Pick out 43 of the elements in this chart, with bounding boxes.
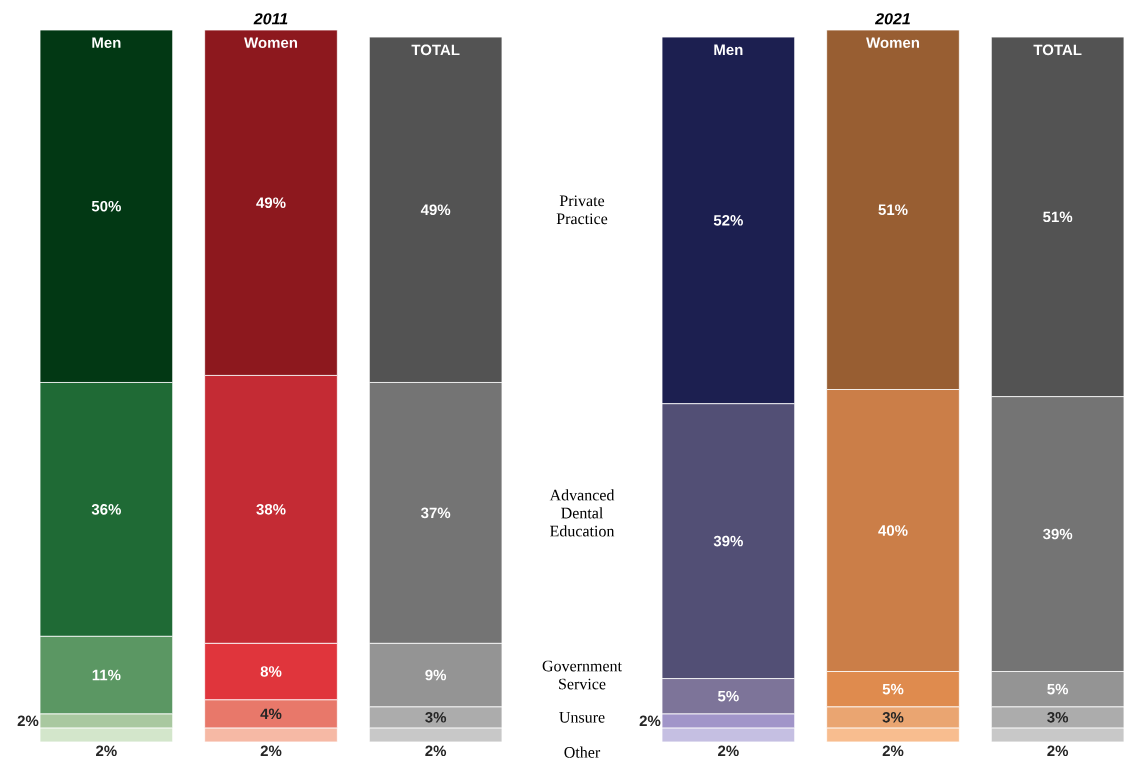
data-label: 49% xyxy=(420,204,451,216)
data-label: 4% xyxy=(260,708,282,720)
data-label: 5% xyxy=(717,690,739,702)
data-label: 40% xyxy=(878,525,908,536)
data-label: 8% xyxy=(260,666,282,677)
data-label: 51% xyxy=(878,204,908,216)
data-label: 5% xyxy=(882,683,904,695)
data-label: 2% xyxy=(260,745,282,757)
data-label: 2% xyxy=(1047,745,1069,757)
x-tick-label: Women xyxy=(244,37,298,48)
data-label: 49% xyxy=(256,197,286,209)
text: Private Practice xyxy=(556,195,608,225)
data-label: 3% xyxy=(425,711,447,723)
data-label: 52% xyxy=(713,215,743,226)
data-label: 37% xyxy=(420,507,451,519)
data-label: 5% xyxy=(1047,683,1069,695)
chart-title: 2021 xyxy=(874,13,910,25)
data-label: 2% xyxy=(425,745,447,757)
text: Advanced Dental Education xyxy=(549,489,615,537)
data-label: 39% xyxy=(713,535,743,547)
text: Government Service xyxy=(542,660,622,690)
data-label: 3% xyxy=(882,711,904,723)
data-label: 2% xyxy=(17,715,39,727)
text: Other xyxy=(564,746,601,758)
data-label: 9% xyxy=(425,669,447,681)
data-label: 38% xyxy=(256,504,286,515)
data-label: 36% xyxy=(91,504,121,515)
x-tick-label: Women xyxy=(866,37,920,48)
data-label: 2% xyxy=(639,715,661,727)
text: Unsure xyxy=(559,712,605,723)
data-label: 50% xyxy=(91,200,121,212)
data-label: 2% xyxy=(882,745,904,757)
data-label: 2% xyxy=(96,745,117,757)
chart-title: 2011 xyxy=(253,13,288,25)
data-label: 2% xyxy=(718,745,739,757)
data-label: 51% xyxy=(1043,211,1073,223)
x-tick-label: TOTAL xyxy=(1033,44,1082,56)
x-tick-label: Men xyxy=(714,44,743,56)
data-label: 39% xyxy=(1042,528,1073,540)
x-tick-label: TOTAL xyxy=(411,44,460,56)
data-label: 11% xyxy=(92,669,121,681)
x-tick-label: Men xyxy=(92,37,121,48)
data-label: 3% xyxy=(1047,711,1069,723)
